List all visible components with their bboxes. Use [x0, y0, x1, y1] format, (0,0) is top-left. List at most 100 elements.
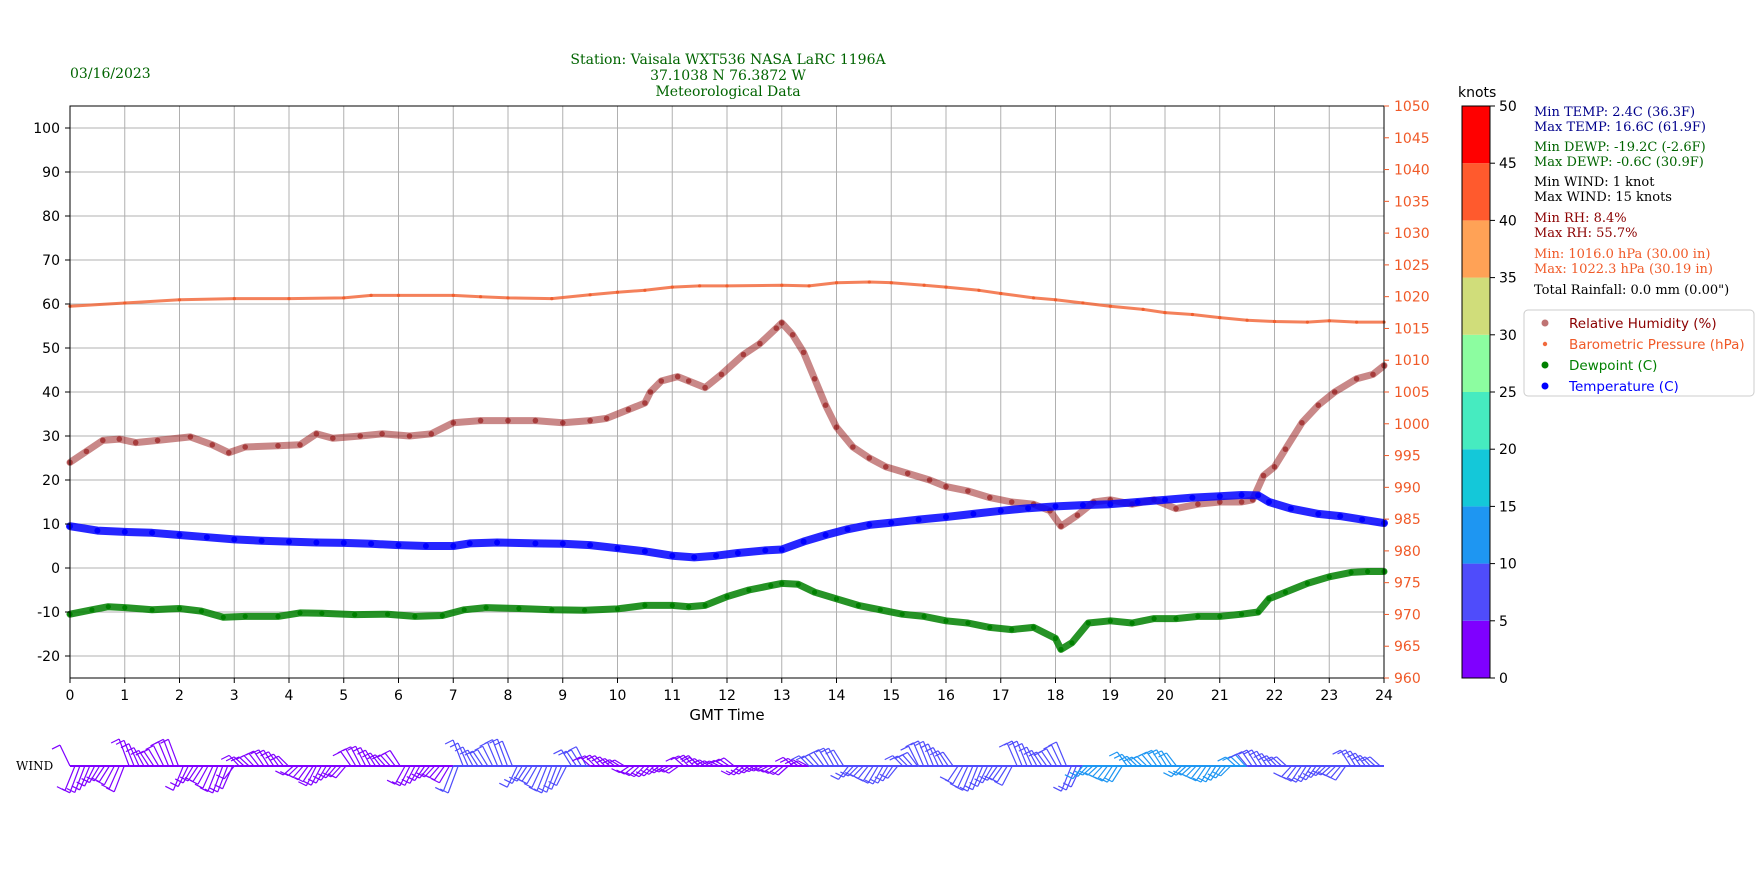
colorbar-segment: [1462, 220, 1490, 278]
data-point: [746, 587, 752, 593]
wind-barb-flag: [770, 770, 779, 776]
x-tick-label: 18: [1047, 688, 1065, 704]
wind-barb-flag: [755, 767, 764, 773]
wind-barb: [113, 765, 125, 793]
wind-barb: [541, 765, 553, 794]
wind-barb-group: [298, 745, 454, 787]
wind-barb-flag: [1038, 748, 1047, 754]
wind-barb: [133, 747, 145, 767]
data-point: [1327, 319, 1331, 323]
series-barometric-pressure: [68, 280, 1386, 324]
wind-barb-flag: [815, 747, 825, 753]
wind-barb: [1055, 741, 1068, 767]
wind-barb: [1146, 751, 1158, 767]
wind-barb-flag: [66, 787, 76, 794]
y-tick-label-left: 0: [51, 561, 60, 577]
data-point: [889, 281, 893, 285]
x-tick-label: 14: [828, 688, 846, 704]
wind-barb: [59, 744, 71, 767]
wind-barb: [103, 765, 115, 786]
y-tick-label-left: 50: [42, 341, 60, 357]
data-point: [926, 477, 933, 483]
wind-barb-flag: [401, 778, 411, 784]
data-point: [1074, 512, 1081, 518]
data-point: [1008, 499, 1015, 505]
wind-barb-flag: [548, 780, 557, 787]
y-tick-label-right: 1040: [1394, 163, 1430, 179]
wind-barb: [496, 738, 509, 767]
data-point: [549, 607, 555, 613]
wind-barb: [1236, 753, 1248, 767]
data-point: [209, 442, 216, 448]
data-point: [724, 594, 730, 600]
wind-barb: [718, 758, 730, 767]
data-point: [1299, 420, 1305, 426]
wind-barb: [487, 742, 499, 767]
wind-barb-flag: [670, 755, 679, 761]
data-point: [795, 581, 801, 587]
stat-min-wind: Min WIND: 1 knot: [1534, 175, 1655, 190]
wind-barb-flag: [105, 787, 115, 793]
wind-barb-flag: [874, 776, 884, 782]
data-point: [258, 537, 265, 544]
wind-barb: [908, 745, 920, 767]
y-tick-label-left: -10: [37, 605, 60, 621]
wind-barb-flag: [96, 780, 105, 786]
wind-label: WIND: [16, 759, 53, 773]
y-tick-label-right: 970: [1394, 607, 1421, 623]
wind-barb-flag: [586, 755, 596, 761]
data-point: [970, 510, 977, 517]
y-tick-label-right: 995: [1394, 449, 1421, 465]
data-point: [1069, 640, 1075, 646]
data-point: [1217, 613, 1223, 620]
wind-barb-flag: [760, 768, 769, 774]
wind-barb: [243, 755, 255, 767]
station-coordinates: 37.1038 N 76.3872 W: [650, 68, 806, 84]
wind-barb-flag: [270, 755, 279, 761]
y-tick-label-right: 980: [1394, 544, 1421, 560]
wind-barb: [1166, 752, 1177, 767]
data-point: [944, 285, 948, 289]
wind-barb: [823, 747, 835, 767]
wind-barb-flag: [1143, 749, 1152, 755]
wind-barb-flag: [640, 769, 650, 775]
wind-barb-flag: [774, 756, 784, 762]
wind-barb: [305, 765, 317, 787]
wind-barb-flag: [275, 770, 284, 776]
wind-barb-flag: [81, 778, 90, 784]
data-point: [1031, 624, 1037, 631]
wind-barb-flag: [381, 749, 391, 756]
data-point: [1009, 627, 1015, 633]
wind-barb: [442, 765, 454, 792]
wind-barb-flag: [1069, 771, 1079, 777]
y-tick-label-right: 990: [1394, 480, 1421, 496]
wind-barb: [1092, 765, 1104, 778]
wind-barb-flag: [1238, 749, 1248, 755]
station-title: Station: Vaisala WXT536 NASA LaRC 1196A: [570, 52, 886, 68]
wind-barb-flag: [189, 779, 199, 785]
x-tick-label: 5: [339, 688, 348, 704]
data-point: [1162, 496, 1168, 503]
wind-barb-flag: [840, 771, 849, 777]
wind-barb-flag: [342, 746, 351, 752]
wind-barb: [570, 749, 582, 767]
wind-barb: [957, 765, 969, 788]
wind-barb-flag: [1123, 756, 1133, 762]
data-point: [833, 424, 840, 431]
data-point: [807, 284, 811, 288]
data-point: [466, 540, 473, 547]
wind-barb: [1041, 751, 1053, 767]
data-point: [1058, 523, 1064, 529]
data-point: [1337, 513, 1344, 520]
y-tick-label-right: 1000: [1394, 417, 1430, 433]
data-point: [1189, 494, 1196, 501]
data-point: [1365, 568, 1371, 575]
data-point: [867, 280, 871, 284]
wind-barb-flag: [750, 766, 759, 772]
wind-barb: [273, 753, 284, 767]
wind-barb: [668, 765, 680, 774]
wind-barb-flag: [1003, 740, 1013, 746]
wind-barb-group: [434, 738, 591, 794]
wind-barb: [882, 765, 894, 782]
